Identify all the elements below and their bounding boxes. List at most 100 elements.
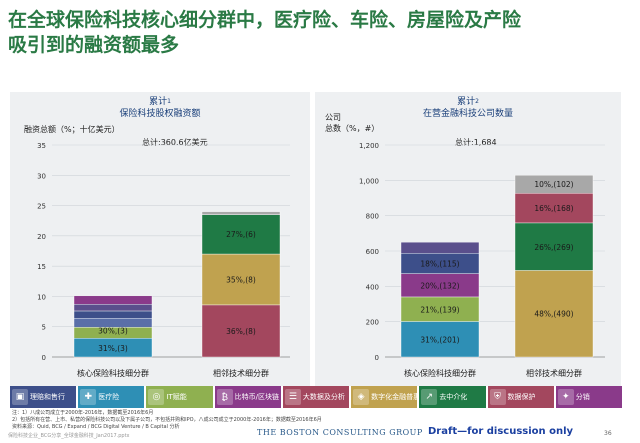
car-icon: ▣ xyxy=(12,389,28,405)
total-label: 总计:1,684 xyxy=(455,138,497,147)
footnote-2: 2）包括所有在营、上市、私营的保险科技公司以及下属子公司，不包括并购和IPO，八… xyxy=(12,417,322,423)
bar-segment xyxy=(514,175,594,194)
bar-segment xyxy=(514,193,594,224)
chart-icon: ↗ xyxy=(421,389,438,405)
y-axis-label: 公司 总数（%，#） xyxy=(325,112,379,134)
bar-segment xyxy=(400,321,480,358)
bcg-logo: THE BOSTON CONSULTING GROUP xyxy=(257,428,423,437)
chart-panel-companies: 累计2 在营金融科技公司数量 公司 总数（%，#） 总计:1,684 0 200 4… xyxy=(315,92,621,386)
legend-item: ✦ 分销 xyxy=(555,386,622,408)
data-label: 16%,(168) xyxy=(534,204,573,213)
y-tick-label: 0 xyxy=(42,354,46,362)
data-label: 31%,(201) xyxy=(420,335,459,344)
split-icon: ✦ xyxy=(557,389,574,405)
legend-label: IT赋能 xyxy=(166,393,187,401)
y-axis-label-line1: 公司 xyxy=(325,113,341,122)
chart-title-line2: 在营金融科技公司数量 xyxy=(422,109,513,119)
shield-icon: ⛨ xyxy=(489,389,506,405)
data-label: 26%,(269) xyxy=(534,243,573,252)
y-tick-label: 1,000 xyxy=(359,177,379,185)
bar-segment xyxy=(514,270,594,358)
data-label: 21%,(139) xyxy=(420,305,459,314)
footnote-1: 注：1）八成公司成立于2000年-2016年，数据截至2016年6月 xyxy=(12,410,154,416)
footnote-source: 资料来源：Quid, BCG / Expand / BCG Digital Ve… xyxy=(12,424,180,430)
y-tick-label: 400 xyxy=(366,283,379,291)
page-title-line2: 吸引到的融资额最多 xyxy=(8,34,180,56)
y-tick-label: 600 xyxy=(366,248,379,256)
page-title-line1: 在全球保险科技核心细分群中，医疗险、车险、房屋险及产险 xyxy=(8,9,522,31)
data-label: 31%,(3) xyxy=(98,344,128,353)
legend-label: 医疗险 xyxy=(98,393,120,401)
finance-icon: ◈ xyxy=(353,389,370,405)
chart-title-sup: 1 xyxy=(167,98,171,105)
page-number: 36 xyxy=(604,430,612,437)
data-label: 18%,(115) xyxy=(420,259,459,268)
page-title: 在全球保险科技核心细分群中，医疗险、车险、房屋险及产险 吸引到的融资额最多 xyxy=(8,8,632,58)
y-axis-label-line2: 总数（%，#） xyxy=(325,124,380,133)
data-label: 35%,(8) xyxy=(226,275,256,284)
legend-item: ✚ 医疗险 xyxy=(78,386,145,408)
legend-item: ⛨ 数据保护 xyxy=(487,386,554,408)
chart-companies: 0 200 400 600 800 1,000 1,200 核心保险科技细分群 相邻技术细分群 3… xyxy=(359,142,605,378)
y-tick-label: 200 xyxy=(366,319,379,327)
y-tick-label: 30 xyxy=(37,172,46,180)
chart-title-line2: 保险科技股权融资额 xyxy=(119,109,201,119)
legend-label: 比特币/区块链 xyxy=(234,393,280,401)
bar-segment xyxy=(201,304,281,358)
y-tick-label: 10 xyxy=(37,293,46,301)
data-label: 20%,(132) xyxy=(420,281,459,290)
bar-segment xyxy=(73,304,153,312)
bar-segment xyxy=(201,211,281,215)
chart-panel-funding: 累计1 保险科技股权融资额 融资总额（%；十亿美元） 总计:360.6亿美元 0… xyxy=(10,92,310,386)
y-tick-label: 15 xyxy=(37,263,46,271)
y-axis-label: 融资总额（%；十亿美元） xyxy=(24,125,120,134)
legend-item: ◈ 数字化金融普惠 xyxy=(351,386,418,408)
chart-funding: 0 5 10 15 20 25 30 35 核心保险科技细分群 相邻技术细分群 31%,(3) 30%… xyxy=(37,142,290,378)
data-label: 30%,(3) xyxy=(98,326,128,335)
bigdata-icon: ☰ xyxy=(284,389,301,405)
data-label: 48%,(490) xyxy=(534,310,573,319)
y-tick-label: 0 xyxy=(375,354,379,362)
data-label: 36%,(8) xyxy=(226,327,256,336)
bar-segment xyxy=(201,214,281,255)
chart-title-companies: 累计2 在营金融科技公司数量 xyxy=(315,96,621,120)
category-label: 相邻技术细分群 xyxy=(213,368,269,378)
iot-icon: ◎ xyxy=(148,389,165,405)
chart-title-sup: 2 xyxy=(475,98,479,105)
chart-title-line1: 累计 xyxy=(149,97,168,107)
bar-segment xyxy=(400,241,480,254)
legend-label: 分销 xyxy=(575,393,590,401)
y-tick-label: 20 xyxy=(37,233,46,241)
chart-title-line1: 累计 xyxy=(457,97,476,107)
footnotes: 注：1）八成公司成立于2000年-2016年，数据截至2016年6月 2）包括所… xyxy=(12,410,322,431)
legend-label: 数字化金融普惠 xyxy=(371,393,418,401)
legend: ▣ 理赔和售行 ✚ 医疗险 ◎ IT赋能 ₿ 比特币/区块链 ☰ 大数据及分析 ◈ 数字化金融普惠 ↗ 去… xyxy=(10,386,622,408)
category-label: 核心保险科技细分群 xyxy=(404,368,476,378)
y-tick-label: 35 xyxy=(37,142,46,150)
bar-segment xyxy=(400,296,480,322)
y-tick-label: 800 xyxy=(366,213,379,221)
category-label: 相邻技术细分群 xyxy=(526,368,582,378)
data-label: 27%,(6) xyxy=(226,230,256,239)
category-label: 核心保险科技细分群 xyxy=(77,368,149,378)
bar-segment xyxy=(73,310,153,319)
draft-label: Draft—for discussion only xyxy=(428,426,574,437)
bar-segment xyxy=(201,253,281,306)
footer-source: 保险科技企业_BCG分享_全球金融科技_Jan2017.pptx xyxy=(8,433,130,439)
y-tick-label: 5 xyxy=(42,324,46,332)
legend-item: ₿ 比特币/区块链 xyxy=(214,386,281,408)
bar-segment xyxy=(73,295,153,305)
legend-item: ↗ 去中介化 xyxy=(419,386,486,408)
legend-item: ☰ 大数据及分析 xyxy=(282,386,350,408)
y-tick-label: 25 xyxy=(37,203,46,211)
data-label: 10%,(102) xyxy=(534,180,573,189)
legend-item: ▣ 理赔和售行 xyxy=(10,386,77,408)
bar-segment xyxy=(514,222,594,271)
legend-label: 理赔和售行 xyxy=(30,393,65,401)
chart-title-funding: 累计1 保险科技股权融资额 xyxy=(10,96,310,120)
legend-label: 去中介化 xyxy=(439,393,468,401)
bitcoin-icon: ₿ xyxy=(216,389,233,405)
total-label: 总计:360.6亿美元 xyxy=(142,138,208,147)
y-tick-label: 1,200 xyxy=(359,142,379,150)
legend-label: 数据保护 xyxy=(507,393,536,401)
